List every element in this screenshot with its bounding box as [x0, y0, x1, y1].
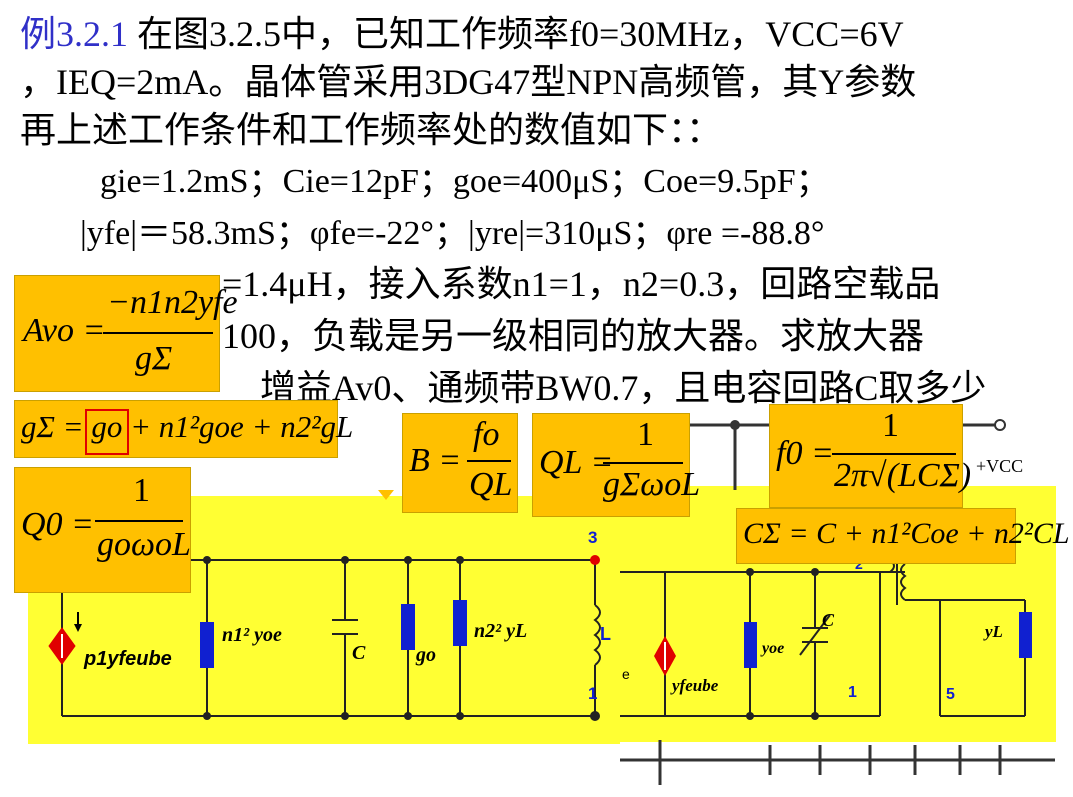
- left-go-label: go: [416, 644, 436, 666]
- ql-denominator: gΣωoL: [603, 466, 701, 503]
- q0-formula-box: Q0 = 1 goωoL: [14, 467, 191, 593]
- problem-line-7: 100，负载是另一级相同的放大器。求放大器: [222, 316, 925, 356]
- f0-denominator: 2π√(LCΣ): [834, 457, 972, 494]
- go-highlight-box: [85, 409, 129, 455]
- av0-numerator: −n1n2yfe: [107, 284, 238, 321]
- y-params-line-1: gie=1.2mS；Cie=12pF；goe=400μS；Coe=9.5pF；: [100, 163, 830, 200]
- right-node-2: 2: [855, 556, 863, 572]
- bw-denominator: QL: [469, 466, 513, 503]
- bw-numerator: fo: [473, 416, 500, 453]
- gsum-formula-box: gΣ = go + n1²goe + n2²gL: [14, 400, 353, 458]
- gsum-formula: gΣ = go + n1²goe + n2²gL: [21, 409, 354, 444]
- left-current-source: [48, 612, 82, 665]
- right-cut-label: e: [622, 666, 630, 682]
- right-yoe-label: yoe: [762, 640, 785, 657]
- problem-line-1-text: 在图3.2.5中，已知工作频率f0=30MHz，VCC=6V: [137, 14, 904, 54]
- av0-formula-box: Avo = −n1n2yfe gΣ: [14, 275, 238, 392]
- right-node-5: 5: [946, 686, 955, 703]
- problem-line-8: 增益Av0、通频带BW0.7，且电容回路C取多少: [260, 368, 987, 408]
- example-number: 例3.2.1: [20, 14, 129, 54]
- csum-formula: CΣ = C + n1²Coe + n2²CL: [743, 517, 1070, 550]
- f0-formula-box: f0 = 1 2π√(LCΣ): [769, 404, 971, 508]
- vcc-label: +VCC: [976, 456, 1024, 476]
- problem-line-3: 再上述工作条件和工作频率处的数值如下：：: [20, 110, 723, 150]
- av0-lhs: Avo =: [23, 312, 106, 349]
- y-params-line-2: |yfe|＝58.3mS；φfe=-22°；|yre|=310μS；φre =-…: [80, 215, 825, 252]
- left-yoe-label: n1² yoe: [222, 624, 282, 646]
- f0-lhs: f0 =: [776, 435, 834, 472]
- f0-numerator: 1: [882, 407, 899, 444]
- csum-formula-box: CΣ = C + n1²Coe + n2²CL: [736, 508, 1070, 564]
- bw-lhs: B =: [409, 442, 462, 479]
- left-node-1: 1: [588, 684, 598, 703]
- left-yl-label: n2² yL: [474, 620, 528, 642]
- problem-line-2: ，IEQ=2mA。晶体管采用3DG47型NPN高频管，其Y参数: [20, 62, 917, 102]
- right-source-label: yfeube: [672, 676, 719, 695]
- right-yl-label: yL: [985, 622, 1003, 641]
- left-l-label: L: [600, 624, 611, 644]
- ql-numerator: 1: [637, 416, 654, 453]
- ql-lhs: QL =: [539, 444, 614, 481]
- q0-lhs: Q0 =: [21, 506, 94, 543]
- left-node-3: 3: [588, 528, 598, 547]
- ql-formula-box: QL = 1 gΣωoL: [532, 413, 700, 517]
- av0-denominator: gΣ: [135, 340, 173, 377]
- bw-formula-box: B = fo QL: [402, 413, 518, 513]
- right-c-label: C: [822, 610, 835, 630]
- q0-denominator: goωoL: [97, 526, 191, 563]
- q0-numerator: 1: [133, 472, 150, 509]
- problem-line-6: =1.4μH，接入系数n1=1，n2=0.3，回路空载品: [222, 264, 941, 304]
- problem-line-1: 例3.2.1 在图3.2.5中，已知工作频率f0=30MHz，VCC=6V: [20, 12, 904, 56]
- left-c-label: C: [352, 642, 366, 664]
- left-source-label: p1yfeube: [84, 648, 172, 670]
- right-node-1: 1: [848, 684, 857, 701]
